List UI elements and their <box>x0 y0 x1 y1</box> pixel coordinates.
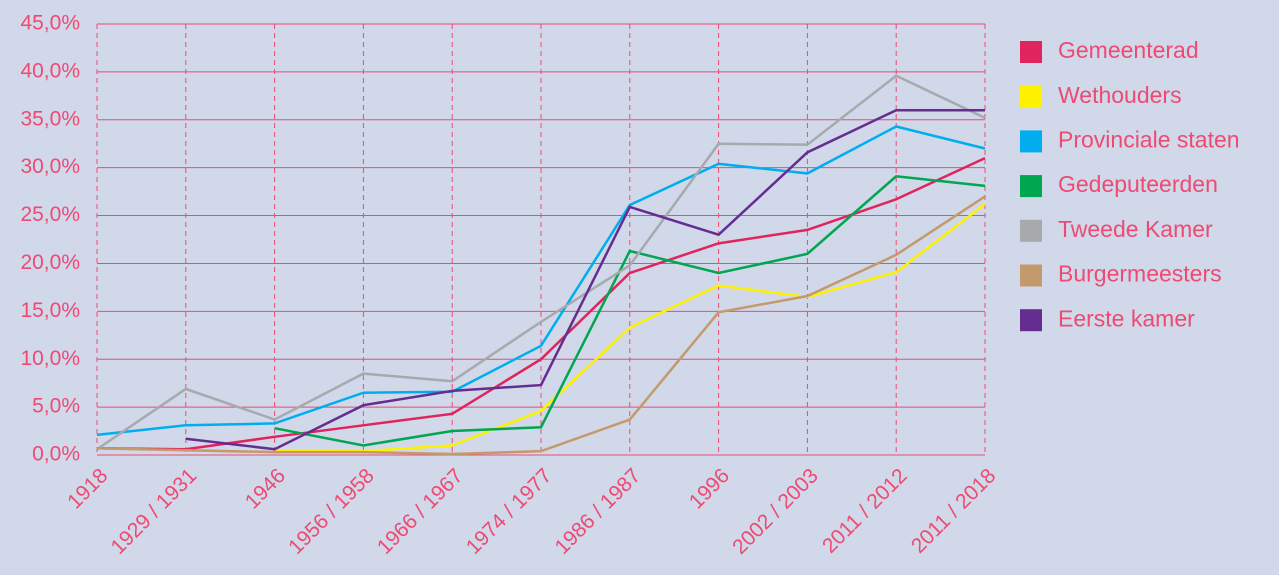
x-tick-label: 2002 / 2003 <box>728 464 823 559</box>
y-tick-label: 0,0% <box>32 443 80 466</box>
x-tick-label: 1918 <box>63 464 112 513</box>
x-tick-label: 1946 <box>241 464 290 513</box>
legend-swatch <box>1020 41 1042 63</box>
x-tick-label: 2011 / 2018 <box>907 464 1001 558</box>
x-tick-label: 1929 / 1931 <box>107 464 202 559</box>
legend-label: Gedeputeerden <box>1058 171 1218 197</box>
y-tick-label: 15,0% <box>20 299 80 322</box>
x-tick-label: 1974 / 1977 <box>462 464 557 559</box>
legend-swatch <box>1020 264 1042 287</box>
y-tick-label: 35,0% <box>20 107 80 130</box>
series-line <box>274 203 986 453</box>
legend-label: Provinciale staten <box>1058 126 1240 152</box>
legend-label: Tweede Kamer <box>1058 216 1213 242</box>
x-tick-label: 1986 / 1987 <box>551 464 646 559</box>
series-line <box>96 125 986 437</box>
series-line <box>274 174 986 447</box>
legend-swatch <box>1020 309 1042 332</box>
y-tick-label: 5,0% <box>32 395 80 418</box>
x-tick-label: 2011 / 2012 <box>818 464 912 558</box>
y-tick-label: 10,0% <box>20 347 80 370</box>
legend-swatch <box>1020 219 1042 242</box>
series-line <box>96 156 986 451</box>
series-line <box>96 195 986 456</box>
y-tick-label: 25,0% <box>20 203 80 226</box>
x-tick-label: 1956 / 1958 <box>284 464 379 559</box>
series-line <box>185 108 985 451</box>
legend-label: Eerste kamer <box>1058 305 1195 331</box>
legend-swatch <box>1020 175 1042 198</box>
series-line <box>96 74 986 451</box>
y-tick-label: 20,0% <box>20 251 80 274</box>
x-tick-label: 1996 <box>685 464 734 513</box>
y-tick-label: 30,0% <box>20 155 80 178</box>
legend-label: Wethouders <box>1058 82 1182 108</box>
y-tick-label: 45,0% <box>20 12 80 35</box>
legend-swatch <box>1020 130 1042 153</box>
legend-label: Gemeenterad <box>1058 37 1199 63</box>
legend-label: Burgermeesters <box>1058 261 1222 287</box>
y-tick-label: 40,0% <box>20 59 80 82</box>
x-tick-label: 1966 / 1967 <box>373 464 468 559</box>
legend-swatch <box>1020 85 1042 108</box>
